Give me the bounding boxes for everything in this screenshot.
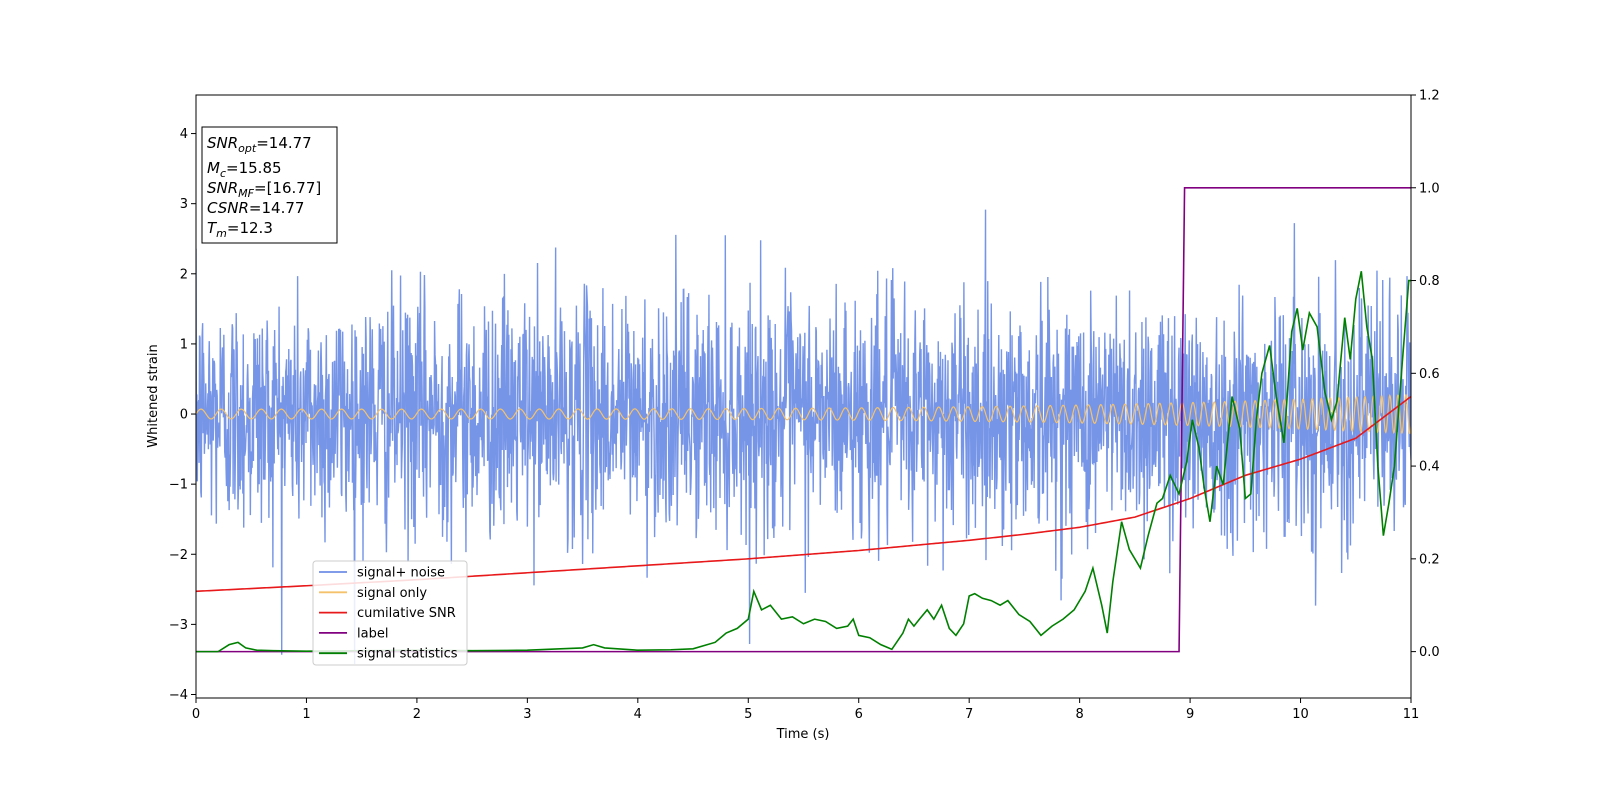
y-left-tick-label: 2 [180, 267, 188, 282]
y-left-tick-label: 1 [180, 337, 188, 352]
series-line-signal-only [196, 393, 1411, 435]
y-left-tick-label: 3 [180, 197, 188, 212]
csnr-value: =14.77 [249, 199, 305, 217]
y-right-tick-label: 0.6 [1419, 367, 1440, 382]
x-tick-label: 6 [855, 707, 863, 722]
y-right-tick-label: 0.8 [1419, 274, 1440, 289]
mc-value: =15.85 [226, 159, 282, 177]
legend: signal+ noise signal only cumilative SNR la… [312, 560, 468, 666]
legend-label: label [357, 626, 388, 641]
snr-mf-value: =[16.77] [254, 179, 321, 197]
x-tick-label: 4 [634, 707, 642, 722]
x-tick-label: 5 [744, 707, 752, 722]
x-tick-label: 8 [1075, 707, 1083, 722]
x-tick-label: 2 [413, 707, 421, 722]
x-axis-title: Time (s) [776, 727, 830, 742]
y-left-tick-label: −1 [169, 478, 188, 493]
y-left-tick-label: 0 [180, 408, 188, 423]
snr-opt-text: SNRopt=14.77 [207, 134, 312, 155]
y-left-tick-label: 4 [180, 127, 188, 142]
series-line-signal-noise [196, 209, 1411, 664]
x-tick-label: 7 [965, 707, 973, 722]
series-line-label [196, 186, 1411, 653]
legend-label: cumilative SNR [357, 606, 456, 621]
legend-label: signal+ noise [357, 566, 445, 581]
legend-items: signal+ noise signal only cumilative SNR la… [319, 566, 458, 662]
series-line-signal-statistics [196, 271, 1411, 653]
x-tick-label: 3 [523, 707, 531, 722]
y-axis-left: −4 −3 −2 −1 0 1 2 3 4 [169, 127, 196, 703]
legend-frame [312, 560, 468, 666]
y-axis-right: 0.0 0.2 0.4 0.6 0.8 1.0 1.2 [1411, 89, 1440, 660]
snr-opt-sub: opt [238, 142, 257, 155]
csnr-label: CSNR [207, 199, 249, 217]
y-right-tick-label: 1.2 [1419, 89, 1440, 104]
x-tick-label: 10 [1292, 707, 1309, 722]
info-box: SNRopt=14.77 Mc=15.85 SNRMF=[16.77] CSNR… [201, 126, 338, 244]
tm-sub: m [216, 227, 227, 240]
snr-opt-label: SNR [207, 134, 238, 152]
x-tick-label: 9 [1186, 707, 1194, 722]
y-left-tick-label: −4 [169, 688, 188, 703]
legend-label: signal statistics [357, 647, 458, 662]
snr-opt-value: =14.77 [256, 134, 312, 152]
y-left-tick-label: −3 [169, 618, 188, 633]
x-tick-label: 11 [1403, 707, 1420, 722]
x-axis: 0 1 2 3 4 5 6 7 8 9 10 11 [192, 698, 1419, 722]
y-right-tick-label: 1.0 [1419, 181, 1440, 196]
mc-label: M [207, 159, 220, 177]
snr-mf-sub: MF [238, 187, 254, 200]
series-layer [196, 186, 1411, 664]
snr-mf-text: SNRMF=[16.77] [207, 179, 321, 200]
mc-sub: c [220, 167, 226, 180]
y-right-tick-label: 0.2 [1419, 552, 1440, 567]
y-axis-title: Whitened strain [146, 344, 161, 447]
csnr-text: CSNR=14.77 [207, 199, 304, 217]
tm-label: T [207, 219, 218, 237]
plot-frame [195, 94, 1412, 699]
y-right-tick-label: 0.4 [1419, 460, 1440, 475]
y-right-tick-label: 0.0 [1419, 645, 1440, 660]
info-box-frame [201, 126, 338, 244]
x-tick-label: 1 [302, 707, 310, 722]
x-tick-label: 0 [192, 707, 200, 722]
snr-mf-label: SNR [207, 179, 238, 197]
mc-text: Mc=15.85 [207, 159, 282, 180]
tm-text: Tm=12.3 [207, 219, 273, 240]
legend-label: signal only [357, 586, 427, 601]
tm-value: =12.3 [227, 219, 273, 237]
y-left-tick-label: −2 [169, 548, 188, 563]
